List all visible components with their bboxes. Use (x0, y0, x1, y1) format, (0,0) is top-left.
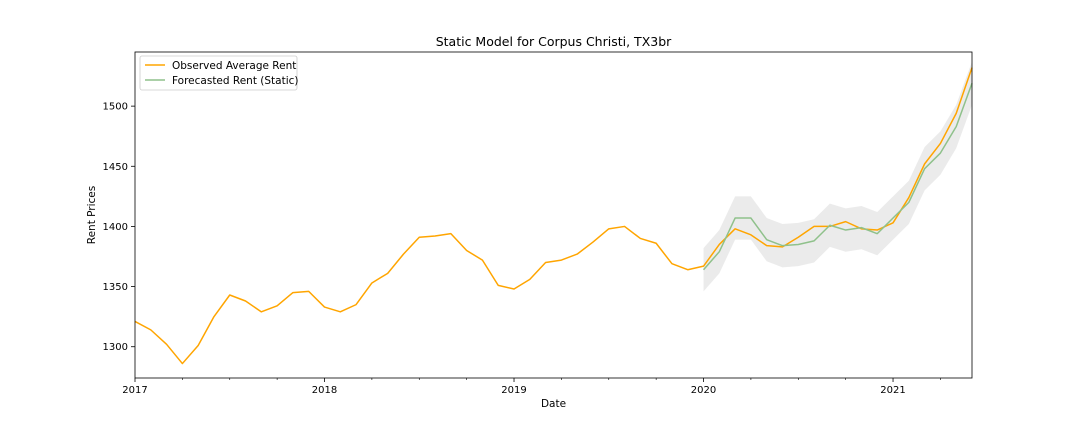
data-point-observed (575, 252, 579, 256)
data-point-observed (496, 284, 500, 288)
x-tick-label: 2021 (880, 385, 905, 396)
data-point-forecast (796, 243, 800, 247)
y-tick-label: 1450 (103, 162, 128, 173)
series-forecast (702, 83, 973, 272)
data-point-forecast (954, 125, 958, 129)
data-point-observed (639, 237, 643, 241)
y-tick-label: 1500 (103, 102, 128, 113)
data-point-observed (212, 315, 216, 319)
legend-box (139, 55, 298, 91)
data-point-observed (402, 252, 406, 256)
data-point-forecast (891, 216, 895, 220)
y-tick-label: 1350 (103, 282, 128, 293)
data-point-forecast (828, 223, 832, 227)
data-point-observed (544, 261, 548, 265)
x-tick-label: 2020 (691, 385, 716, 396)
x-tick-label: 2017 (122, 385, 147, 396)
data-point-observed (844, 220, 848, 224)
data-point-observed (749, 233, 753, 237)
data-point-observed (954, 112, 958, 116)
data-point-observed (939, 142, 943, 146)
data-point-forecast (781, 244, 785, 248)
x-axis: 2017 2018 2019 2020 2021 (122, 378, 941, 396)
data-point-observed (654, 241, 658, 245)
plot-area-frame (134, 51, 973, 379)
data-point-observed (812, 225, 816, 229)
x-axis-label: Date (541, 398, 566, 410)
data-point-observed (512, 287, 516, 291)
data-point-observed (149, 328, 153, 332)
data-point-observed (796, 235, 800, 239)
data-point-observed (481, 258, 485, 262)
data-point-forecast (702, 268, 706, 272)
series-line-forecast (702, 83, 973, 271)
data-point-observed (528, 278, 532, 282)
data-point-observed (307, 290, 311, 294)
data-point-observed (275, 304, 279, 308)
data-point-observed (165, 343, 169, 347)
y-tick-label: 1400 (103, 222, 128, 233)
data-point-observed (196, 344, 200, 348)
data-point-observed (339, 310, 343, 314)
data-point-observed (386, 272, 390, 276)
data-point-observed (417, 235, 421, 239)
data-point-observed (765, 244, 769, 248)
data-point-forecast (860, 226, 864, 230)
data-point-forecast (812, 239, 816, 243)
data-point-forecast (875, 232, 879, 236)
data-point-observed (623, 225, 627, 229)
data-point-forecast (733, 216, 737, 220)
data-point-observed (260, 310, 264, 314)
confidence-band (703, 61, 972, 292)
data-point-observed (354, 303, 358, 307)
y-axis-label: Rent Prices (86, 186, 98, 244)
data-point-forecast (844, 228, 848, 232)
data-point-forecast (923, 167, 927, 171)
y-axis: 1300 1350 1400 1450 1500 (103, 102, 135, 353)
x-tick-label: 2018 (312, 385, 337, 396)
data-point-observed (560, 258, 564, 262)
data-point-forecast (718, 250, 722, 254)
data-point-forecast (907, 201, 911, 205)
data-point-forecast (939, 151, 943, 155)
data-point-observed (923, 162, 927, 166)
data-point-observed (181, 362, 185, 366)
data-point-forecast (749, 216, 753, 220)
data-point-observed (670, 262, 674, 266)
data-point-observed (323, 305, 327, 309)
legend-label-observed: Observed Average Rent (172, 60, 296, 72)
data-point-observed (228, 293, 232, 297)
data-point-observed (291, 291, 295, 295)
legend: Observed Average Rent Forecasted Rent (S… (139, 55, 299, 91)
legend-label-forecast: Forecasted Rent (Static) (172, 75, 299, 87)
data-point-observed (465, 249, 469, 253)
confidence-band-layer (703, 61, 972, 292)
data-point-observed (244, 299, 248, 303)
chart-title: Static Model for Corpus Christi, TX3br (436, 34, 672, 49)
data-point-observed (875, 228, 879, 232)
x-tick-label: 2019 (501, 385, 526, 396)
y-tick-label: 1300 (103, 342, 128, 353)
data-point-observed (591, 240, 595, 244)
data-point-observed (891, 221, 895, 225)
data-point-observed (370, 281, 374, 285)
data-point-observed (433, 234, 437, 238)
data-point-observed (718, 243, 722, 247)
data-point-observed (607, 227, 611, 231)
data-point-observed (686, 268, 690, 272)
series-layer (134, 67, 973, 366)
data-point-observed (449, 232, 453, 236)
data-point-forecast (765, 238, 769, 242)
data-point-observed (733, 227, 737, 231)
